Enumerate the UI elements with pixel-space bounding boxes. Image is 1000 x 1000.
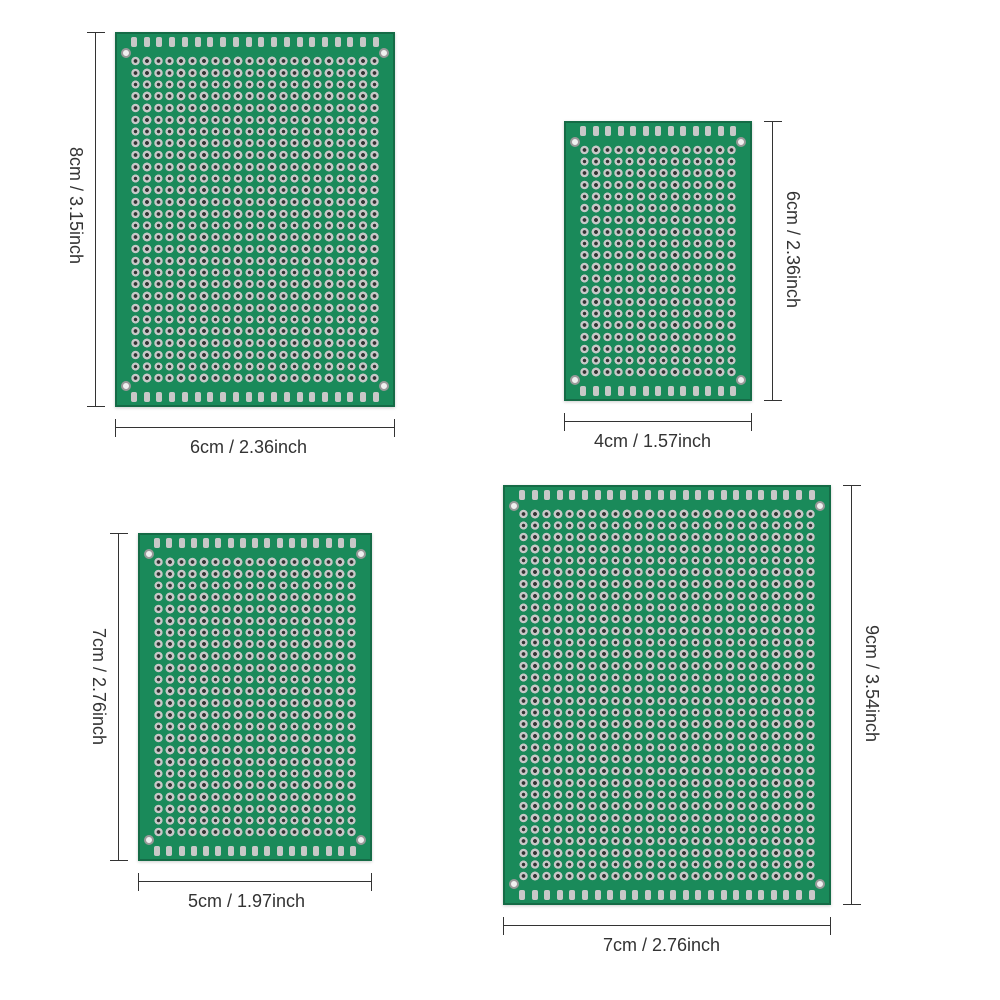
mount-hole	[736, 137, 746, 147]
solder-pads-top	[140, 538, 370, 548]
hole-grid	[580, 145, 736, 377]
width-dimension	[503, 925, 831, 926]
board-7x9: 7cm / 2.76inch 9cm / 3.54inch	[503, 485, 831, 905]
mount-hole	[121, 48, 131, 58]
solder-pads-bottom	[505, 890, 829, 900]
mount-hole	[356, 549, 366, 559]
mount-hole	[121, 381, 131, 391]
pcb-6x8	[115, 32, 395, 407]
height-dimension	[851, 485, 852, 905]
height-label: 9cm / 3.54inch	[861, 625, 882, 742]
solder-pads-top	[505, 490, 829, 500]
solder-pads-bottom	[117, 392, 393, 402]
width-label: 6cm / 2.36inch	[190, 437, 307, 458]
solder-pads-top	[566, 126, 750, 136]
mount-hole	[570, 137, 580, 147]
height-dimension	[772, 121, 773, 401]
width-label: 7cm / 2.76inch	[603, 935, 720, 956]
hole-grid	[519, 509, 815, 881]
width-label: 4cm / 1.57inch	[594, 431, 711, 452]
mount-hole	[570, 375, 580, 385]
board-5x7: 5cm / 1.97inch 7cm / 2.76inch	[138, 533, 372, 861]
pcb-4x6	[564, 121, 752, 401]
pcb-5x7	[138, 533, 372, 861]
mount-hole	[144, 835, 154, 845]
mount-hole	[736, 375, 746, 385]
width-dimension	[115, 427, 395, 428]
height-label: 6cm / 2.36inch	[782, 191, 803, 308]
mount-hole	[815, 879, 825, 889]
height-dimension	[95, 32, 96, 407]
board-4x6: 4cm / 1.57inch 6cm / 2.36inch	[564, 121, 752, 401]
height-label: 7cm / 2.76inch	[88, 628, 109, 745]
mount-hole	[144, 549, 154, 559]
mount-hole	[509, 501, 519, 511]
mount-hole	[815, 501, 825, 511]
hole-grid	[131, 56, 379, 383]
solder-pads-top	[117, 37, 393, 47]
board-6x8: 6cm / 2.36inch 8cm / 3.15inch	[115, 32, 395, 407]
height-label: 8cm / 3.15inch	[65, 147, 86, 264]
hole-grid	[154, 557, 356, 837]
width-label: 5cm / 1.97inch	[188, 891, 305, 912]
height-dimension	[118, 533, 119, 861]
width-dimension	[564, 421, 752, 422]
width-dimension	[138, 881, 372, 882]
mount-hole	[379, 381, 389, 391]
mount-hole	[356, 835, 366, 845]
solder-pads-bottom	[566, 386, 750, 396]
solder-pads-bottom	[140, 846, 370, 856]
mount-hole	[379, 48, 389, 58]
pcb-7x9	[503, 485, 831, 905]
mount-hole	[509, 879, 519, 889]
